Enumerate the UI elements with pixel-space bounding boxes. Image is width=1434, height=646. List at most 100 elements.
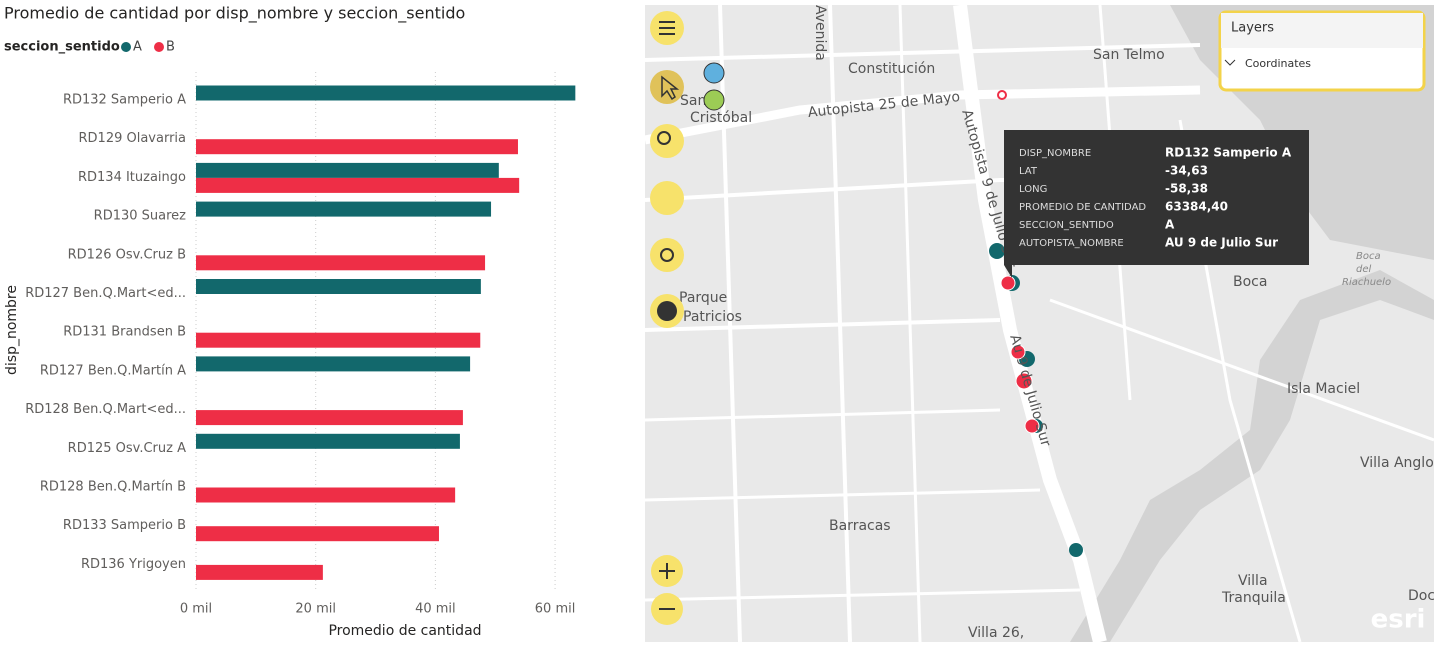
bar	[196, 85, 576, 101]
legend-label: B	[166, 40, 175, 55]
x-tick-label: 60 mil	[535, 602, 576, 617]
x-tick-label: 40 mil	[415, 602, 456, 617]
y-tick-label: RD133 Samperio B	[63, 518, 186, 533]
map-points	[989, 90, 1083, 557]
bar	[196, 410, 463, 426]
map-tools	[650, 11, 725, 625]
icon	[659, 21, 675, 35]
y-tick-label: RD129 Olavarria	[79, 131, 187, 146]
map-label: del	[1356, 264, 1372, 275]
tooltip-value: RD132 Samperio A	[1165, 146, 1292, 160]
icon	[660, 248, 674, 262]
bar	[196, 177, 520, 193]
bar	[196, 201, 492, 217]
settings-button[interactable]	[650, 238, 684, 272]
map-label: Cristóbal	[690, 110, 752, 126]
tooltip-key: SECCION_SENTIDO	[1019, 220, 1114, 231]
y-tick-label: RD130 Suarez	[94, 209, 187, 224]
map-marker	[997, 90, 1007, 100]
map-label: Riachuelo	[1342, 277, 1391, 288]
icon	[657, 131, 671, 145]
icon	[657, 301, 677, 321]
x-tick-label: 0 mil	[180, 602, 212, 617]
select-button[interactable]	[650, 70, 684, 104]
y-tick-label: RD131 Brandsen B	[63, 325, 186, 340]
y-tick-label: RD134 Ituzaingo	[78, 170, 186, 185]
map-label: Parque	[679, 290, 727, 306]
layers-title: Layers	[1231, 21, 1274, 36]
bar	[196, 139, 518, 155]
legend-marker	[154, 42, 164, 52]
tools-button[interactable]	[650, 181, 684, 215]
tooltip-pointer	[1004, 265, 1012, 278]
tooltip-key: AUTOPISTA_NOMBRE	[1019, 238, 1124, 249]
bar	[196, 279, 481, 294]
tooltip-value: -34,63	[1165, 164, 1208, 178]
legend-label: A	[133, 40, 142, 55]
search-button[interactable]	[650, 124, 684, 158]
tooltip-value: -58,38	[1165, 182, 1208, 196]
tooltip-value: 63384,40	[1165, 200, 1228, 214]
y-tick-label: RD136 Yrigoyen	[81, 557, 186, 572]
bar	[196, 356, 471, 372]
tooltip-key: PROMEDIO DE CANTIDAD	[1019, 202, 1146, 213]
map-label: Barracas	[829, 518, 891, 534]
bar	[196, 487, 456, 503]
bar	[196, 162, 499, 178]
y-tick-label: RD132 Samperio A	[63, 93, 186, 108]
icon	[1224, 59, 1236, 66]
icon	[659, 563, 675, 579]
y-tick-label: RD125 Osv.Cruz A	[68, 441, 186, 456]
layer-name[interactable]: Coordinates	[1245, 57, 1311, 70]
layers-header	[1221, 13, 1423, 48]
x-tick-label: 20 mil	[295, 602, 336, 617]
map-label: Tranquila	[1221, 590, 1286, 606]
bar-chart: A B 0 mil 20 mil 40 mil 60 mil RD132 Samperio …	[25, 40, 575, 617]
map-label: Villa 26,	[968, 625, 1024, 641]
map-label: San	[680, 93, 706, 109]
bar	[196, 564, 323, 580]
map-point[interactable]	[989, 243, 1005, 259]
map-point[interactable]	[1010, 344, 1026, 360]
map-label: Isla Maciel	[1287, 381, 1360, 397]
chart-title: Promedio de cantidad por disp_nombre y s…	[4, 4, 465, 24]
legend-title: seccion_sentido	[4, 40, 120, 55]
bar	[196, 433, 460, 449]
select-option[interactable]	[703, 62, 725, 84]
select-option[interactable]	[703, 89, 725, 111]
y-tick-label: RD128 Ben.Q.Martín B	[40, 480, 186, 495]
tooltip: DISP_NOMBRE RD132 Samperio A LAT -34,63 LONG…	[1004, 130, 1309, 278]
roads	[645, 5, 1434, 642]
y-axis-title: disp_nombre	[4, 285, 20, 375]
icon	[661, 75, 680, 101]
bar	[196, 526, 439, 542]
y-tick-label: RD127 Ben.Q.Mart<ed...	[25, 286, 186, 301]
map-label: Villa	[1238, 573, 1268, 589]
legend-marker	[121, 42, 131, 52]
esri-logo: esri	[1371, 605, 1426, 635]
tooltip-value: AU 9 de Julio Sur	[1165, 236, 1278, 250]
map-label: Avenida	[812, 5, 828, 61]
map-label: Boca	[1233, 274, 1267, 290]
map-label: Constitución	[848, 61, 935, 77]
map-label: Villa Anglo	[1360, 455, 1434, 471]
map-point[interactable]	[1024, 418, 1040, 434]
map-label: Boca	[1356, 251, 1381, 262]
y-tick-label: RD127 Ben.Q.Martín A	[40, 363, 186, 378]
river	[1070, 270, 1434, 642]
bar	[196, 255, 486, 271]
x-axis-title: Promedio de cantidad	[328, 623, 481, 639]
map-label: Doc	[1408, 588, 1434, 604]
y-tick-label: RD128 Ben.Q.Mart<ed...	[25, 402, 186, 417]
tooltip-key: LONG	[1019, 184, 1047, 195]
map-point[interactable]	[1015, 372, 1033, 390]
tooltip-key: LAT	[1019, 166, 1038, 177]
tooltip-value: A	[1165, 218, 1175, 232]
map-point[interactable]	[1000, 275, 1016, 291]
bar	[196, 332, 481, 348]
map-point[interactable]	[1069, 543, 1083, 557]
map-label: Patricios	[683, 309, 742, 325]
map-label: San Telmo	[1093, 47, 1165, 63]
tooltip-box	[1004, 130, 1309, 265]
